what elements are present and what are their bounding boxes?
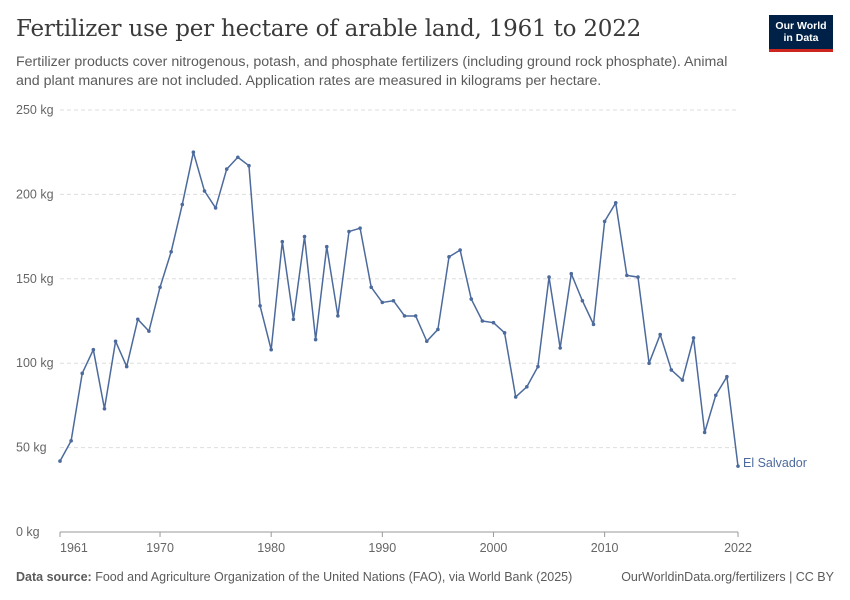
- data-point[interactable]: [647, 361, 651, 366]
- data-point[interactable]: [502, 331, 507, 335]
- footer-link-container: OurWorldinData.org/fertilizers | CC BY: [621, 570, 834, 584]
- y-tick-label: 150 kg: [16, 272, 54, 286]
- data-point[interactable]: [413, 314, 418, 318]
- data-point[interactable]: [625, 273, 629, 278]
- chart-subtitle: Fertilizer products cover nitrogenous, p…: [16, 54, 728, 89]
- logo-line-1: Our World: [775, 20, 827, 32]
- data-point[interactable]: [102, 406, 107, 411]
- y-tick-label: 100 kg: [16, 356, 54, 370]
- data-point[interactable]: [436, 327, 440, 332]
- data-point[interactable]: [69, 439, 73, 443]
- data-point[interactable]: [380, 300, 385, 305]
- x-axis-ticks: 1961 1970 1980 1990 2000 2010 2022: [59, 532, 752, 555]
- series-line[interactable]: [59, 151, 739, 467]
- y-tick-label: 0 kg: [16, 525, 40, 539]
- owid-logo[interactable]: Our World in Data: [769, 15, 833, 52]
- data-point[interactable]: [602, 219, 607, 224]
- data-point[interactable]: [636, 275, 640, 279]
- data-point[interactable]: [336, 314, 340, 318]
- data-point[interactable]: [458, 248, 462, 252]
- data-point[interactable]: [480, 319, 485, 323]
- data-point[interactable]: [291, 317, 296, 322]
- x-tick-label: 1980: [257, 541, 285, 555]
- series-label: El Salvador: [743, 456, 807, 470]
- y-tick-label: 200 kg: [16, 187, 54, 201]
- logo-line-2: in Data: [783, 32, 819, 44]
- data-point[interactable]: [80, 371, 85, 376]
- data-point[interactable]: [591, 322, 596, 327]
- data-point[interactable]: [713, 393, 718, 398]
- data-point[interactable]: [680, 378, 685, 382]
- data-point[interactable]: [313, 337, 318, 342]
- data-point[interactable]: [324, 244, 329, 249]
- data-point[interactable]: [702, 430, 707, 435]
- data-point[interactable]: [525, 385, 529, 389]
- x-tick-label: 2010: [591, 541, 619, 555]
- data-point[interactable]: [369, 285, 374, 290]
- data-point[interactable]: [58, 459, 62, 463]
- data-point[interactable]: [347, 229, 351, 234]
- x-tick-label: 2000: [480, 541, 508, 555]
- data-point[interactable]: [580, 298, 585, 303]
- data-point[interactable]: [558, 346, 562, 350]
- data-point[interactable]: [202, 189, 207, 193]
- y-axis-tick-labels: 0 kg 50 kg 100 kg 150 kg 200 kg 250 kg: [16, 103, 54, 539]
- data-point[interactable]: [447, 255, 451, 259]
- data-point[interactable]: [536, 364, 540, 369]
- chart-title: Fertilizer use per hectare of arable lan…: [16, 16, 642, 42]
- data-point[interactable]: [280, 239, 285, 244]
- data-point[interactable]: [302, 234, 307, 239]
- data-point[interactable]: [224, 167, 229, 171]
- data-point[interactable]: [669, 368, 674, 372]
- data-source: Data source: Food and Agriculture Organi…: [16, 570, 572, 584]
- data-point[interactable]: [158, 285, 162, 290]
- data-point[interactable]: [658, 332, 662, 337]
- data-point[interactable]: [213, 206, 218, 210]
- data-point[interactable]: [180, 202, 185, 207]
- data-point[interactable]: [169, 249, 173, 254]
- data-point[interactable]: [424, 339, 429, 344]
- data-point[interactable]: [547, 275, 551, 279]
- data-source-text: Food and Agriculture Organization of the…: [91, 570, 573, 584]
- data-point[interactable]: [247, 163, 251, 168]
- y-tick-label: 50 kg: [16, 441, 47, 455]
- footer-link[interactable]: OurWorldinData.org/fertilizers | CC BY: [621, 570, 834, 584]
- data-point[interactable]: [736, 464, 740, 468]
- data-source-label: Data source:: [16, 570, 92, 584]
- data-point[interactable]: [391, 298, 396, 303]
- x-tick-label: 2022: [724, 541, 752, 555]
- x-tick-label: 1961: [60, 541, 88, 555]
- data-point[interactable]: [269, 347, 273, 352]
- data-point[interactable]: [91, 347, 96, 352]
- data-point[interactable]: [358, 226, 362, 230]
- data-point[interactable]: [147, 329, 151, 333]
- data-point[interactable]: [136, 317, 140, 322]
- data-point[interactable]: [613, 201, 618, 205]
- data-point[interactable]: [569, 271, 574, 276]
- series-el-salvador[interactable]: El Salvador: [58, 150, 807, 470]
- data-point[interactable]: [191, 150, 196, 154]
- data-point[interactable]: [124, 364, 129, 369]
- y-tick-label: 250 kg: [16, 103, 54, 117]
- data-point[interactable]: [691, 336, 696, 340]
- x-tick-label: 1970: [146, 541, 174, 555]
- data-point[interactable]: [513, 395, 518, 399]
- data-point[interactable]: [725, 374, 729, 379]
- data-point[interactable]: [491, 320, 496, 325]
- data-point[interactable]: [402, 314, 407, 318]
- data-point[interactable]: [258, 304, 262, 308]
- gridlines: [60, 109, 738, 449]
- data-point[interactable]: [469, 297, 474, 301]
- x-tick-label: 1990: [368, 541, 396, 555]
- data-point[interactable]: [236, 155, 240, 160]
- data-point[interactable]: [113, 339, 118, 344]
